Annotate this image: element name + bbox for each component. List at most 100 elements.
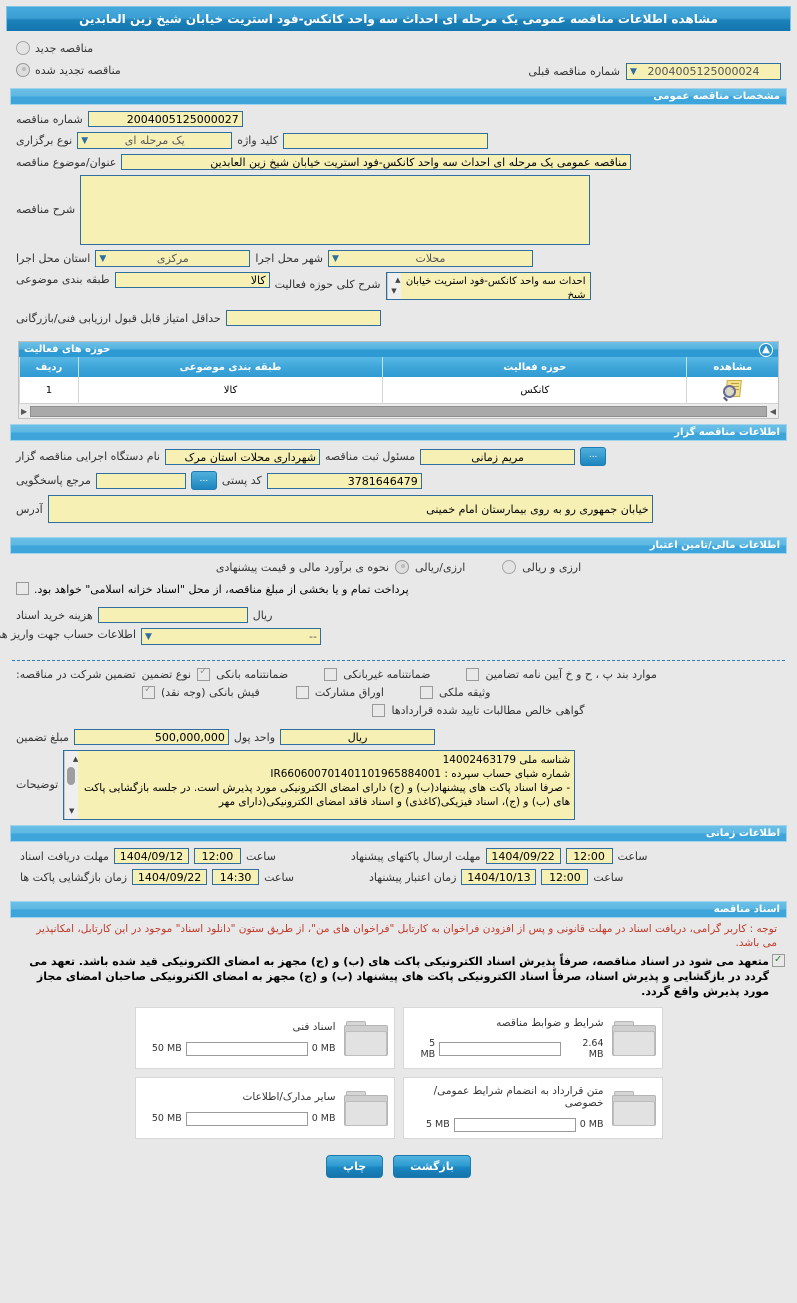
holding-type-value: یک مرحله ای [124, 134, 185, 147]
radio-new-tender-row[interactable]: مناقصه جدید [16, 37, 781, 59]
document-card[interactable]: سایر مدارک/اطلاعات 50 MB 0 MB [134, 1077, 395, 1139]
reference-browse-button[interactable]: ... [190, 471, 217, 490]
card-used: 0 MB [579, 1119, 604, 1130]
radio-new-tender[interactable] [16, 41, 30, 55]
scroll-thumb[interactable] [30, 405, 767, 417]
pledge-checkbox[interactable] [772, 952, 785, 967]
view-document-icon[interactable] [722, 379, 743, 401]
guarantee-option-4-label: فیش بانکی (وجه نقد) [161, 686, 260, 699]
min-score-input[interactable] [225, 310, 381, 326]
subject-input[interactable]: مناقصه عمومی یک مرحله ای احداث سه واحد ک… [121, 154, 632, 170]
account-label: اطلاعات حساب جهت واریز هزینه خرید اسناد [0, 628, 136, 641]
guarantee-notes-row: ▲ ▼ شناسه ملی 14002463179 شماره شبای حسا… [16, 750, 781, 820]
section-organizer-body: ... مریم زمانی مسئول ثبت مناقصه شهرداری … [6, 441, 791, 532]
city-select[interactable]: ▼ محلات [327, 250, 533, 267]
guarantee-option-2-checkbox[interactable] [324, 668, 338, 681]
proposal-send-time-input[interactable]: 12:00 [565, 848, 613, 864]
scroll-down-icon[interactable]: ▼ [69, 807, 75, 815]
renewed-tender-label: مناقصه تجدید شده [35, 63, 121, 77]
tender-no-label: شماره مناقصه [16, 112, 83, 126]
guarantee-option-7-checkbox[interactable] [372, 704, 386, 717]
opening-label: زمان بازگشایی پاکت ها [20, 870, 128, 884]
description-row: شرح مناقصه [16, 175, 781, 245]
radio-currency-and-rial[interactable] [502, 560, 517, 574]
scroll-down-icon[interactable]: ▼ [391, 287, 397, 295]
document-card[interactable]: متن قرارداد به انضمام شرایط عمومی/خصوصی … [402, 1077, 663, 1139]
category-label: طبقه بندی موضوعی [16, 273, 110, 286]
radio-currency-rial[interactable] [395, 560, 410, 574]
doc-receive-time-input[interactable]: 12:00 [193, 848, 241, 864]
opening-date-input[interactable]: 1404/09/22 [132, 869, 208, 885]
card-name: اسناد فنی [292, 1020, 336, 1033]
holding-type-label: نوع برگزاری [16, 134, 73, 147]
holding-type-select[interactable]: ▼ یک مرحله ای [77, 132, 233, 149]
back-button[interactable]: بازگشت [393, 1155, 471, 1178]
document-card[interactable]: شرایط و ضوابط مناقصه 5 MB 2.64 MB [402, 1007, 663, 1069]
guarantee-amount-input[interactable]: 500,000,000 [73, 729, 229, 745]
tender-no-input[interactable]: 2004005125000027 [87, 111, 243, 127]
table-header-row: مشاهده حوزه فعالیت طبقه بندی موضوعی ردیف [19, 357, 778, 377]
doc-cost-input[interactable] [97, 607, 248, 623]
proposal-send-time-label: ساعت [617, 849, 648, 863]
registrar-browse-button[interactable]: ... [580, 447, 607, 466]
validity-time-input[interactable]: 12:00 [541, 869, 589, 885]
min-score-row: حداقل امتیاز قابل قبول ارزیابی فنی/بازرگ… [16, 310, 781, 326]
guarantee-option-1-checkbox[interactable] [197, 666, 211, 681]
account-select[interactable]: ▼ -- [141, 628, 321, 645]
collapse-icon[interactable]: ▲ [759, 342, 773, 357]
guarantee-option-4-checkbox[interactable] [142, 684, 155, 699]
previous-tender-select[interactable]: ▼ 2004005125000024 [626, 62, 781, 80]
print-button[interactable]: چاپ [326, 1155, 384, 1178]
section-documents-title: اسناد مناقصه [713, 904, 780, 915]
registrar-input[interactable]: مریم زمانی [420, 448, 576, 465]
page-title: مشاهده اطلاعات مناقصه عمومی یک مرحله ای … [79, 12, 718, 26]
reference-input[interactable] [95, 472, 186, 489]
radio-renewed-tender[interactable] [16, 63, 30, 77]
category-input[interactable]: کالا [114, 272, 270, 288]
chevron-down-icon: ▼ [99, 254, 107, 264]
table-row: کانکس کالا 1 [19, 377, 778, 403]
document-card[interactable]: اسناد فنی 50 MB 0 MB [134, 1007, 395, 1069]
description-textarea[interactable] [80, 175, 591, 245]
scroll-left-icon[interactable]: ▶ [21, 406, 28, 416]
province-label: استان محل اجرا [16, 252, 91, 265]
previous-tender-label: شماره مناقصه قبلی [528, 64, 620, 78]
tender-detail-page: AriaTender.net مشاهده اطلاعات مناقصه عمو… [0, 6, 797, 1303]
doc-receive-date-input[interactable]: 1404/09/12 [113, 848, 189, 864]
postal-code-input[interactable]: 3781646479 [266, 472, 422, 489]
activities-panel: ▲ حوزه های فعالیت مشاهده حوزه فعالیت طبق… [18, 341, 779, 419]
treasury-checkbox[interactable] [16, 582, 29, 595]
province-select[interactable]: ▼ مرکزی [95, 250, 251, 267]
address-input[interactable]: خیابان جمهوری رو به روی بیمارستان امام خ… [47, 495, 653, 523]
guarantee-notes-value: شناسه ملی 14002463179 شماره شبای حساب سپ… [84, 754, 571, 808]
timing-row-2: ساعت 12:00 1404/10/13 زمان اعتبار پیشنها… [20, 869, 777, 885]
validity-date-input[interactable]: 1404/10/13 [461, 869, 537, 885]
currency-label: واحد پول [233, 730, 276, 744]
scroll-right-icon[interactable]: ◀ [769, 406, 776, 416]
progress-bar [439, 1041, 561, 1056]
org-name-input[interactable]: شهرداری محلات استان مرک [164, 448, 320, 465]
scroll-thumb[interactable] [67, 767, 76, 785]
guarantee-option-5-checkbox[interactable] [295, 686, 309, 699]
holding-type-row: کلید واژه ▼ یک مرحله ای نوع برگزاری [16, 132, 781, 149]
keyword-input[interactable] [283, 132, 489, 149]
radio-renewed-tender-row[interactable]: ▼ 2004005125000024 شماره مناقصه قبلی منا… [16, 59, 781, 81]
notes-scrollbar[interactable]: ▲ ▼ [64, 751, 79, 819]
proposal-send-date-input[interactable]: 1404/09/22 [485, 848, 561, 864]
doc-cost-row: ریال هزینه خرید اسناد [16, 607, 781, 623]
opening-time-input[interactable]: 14:30 [212, 869, 260, 885]
chevron-down-icon: ▼ [331, 254, 339, 264]
guarantee-notes-textarea[interactable]: ▲ ▼ شناسه ملی 14002463179 شماره شبای حسا… [63, 750, 576, 820]
scope-scrollbar[interactable]: ▲ ▼ [386, 273, 401, 299]
scroll-up-icon[interactable]: ▲ [72, 755, 79, 763]
activities-horizontal-scrollbar[interactable]: ◀ ▶ [19, 403, 778, 418]
validity-label: زمان اعتبار پیشنهاد [369, 870, 457, 884]
doc-cost-label: هزینه خرید اسناد [16, 608, 93, 622]
guarantee-option-2-label: ضمانتنامه غیربانکی [343, 668, 431, 681]
scope-textarea[interactable]: ▲ ▼ احداث سه واحد کانکس-فود استریت خیابا… [385, 272, 591, 300]
guarantee-option-3-checkbox[interactable] [466, 668, 480, 681]
cell-view[interactable] [686, 377, 778, 403]
guarantee-option-6-checkbox[interactable] [420, 686, 433, 699]
scroll-up-icon[interactable]: ▲ [395, 276, 401, 284]
currency-input[interactable]: ریال [280, 729, 436, 745]
